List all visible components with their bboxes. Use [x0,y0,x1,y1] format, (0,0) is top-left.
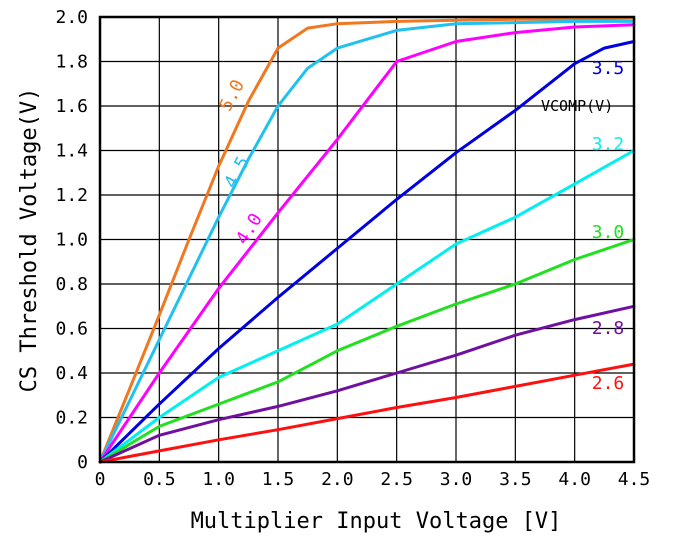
series-label-4.0: 4.0 [232,210,267,249]
y-tick-label: 1.2 [55,185,88,206]
x-tick-label: 0 [95,469,106,490]
x-tick-label: 4.0 [558,469,591,490]
y-tick-label: 0.8 [55,274,88,295]
y-tick-label: 1.6 [55,96,88,117]
x-tick-label: 1.5 [262,469,295,490]
x-tick-label: 3.5 [499,469,532,490]
legend-title: VCOMP(V) [541,97,613,115]
series-label-3.5: 3.5 [592,58,625,79]
x-tick-label: 2.5 [380,469,413,490]
series-line-2.8 [98,304,636,464]
y-tick-label: 1.4 [55,141,88,162]
x-tick-label: 3.0 [440,469,473,490]
y-tick-labels: 0 0.2 0.4 0.6 0.8 1.0 1.2 1.4 1.6 1.8 2.0 [55,7,88,473]
series-label-2.8: 2.8 [592,318,625,339]
series-line-3.5 [98,40,636,464]
x-tick-labels: 0 0.5 1.0 1.5 2.0 2.5 3.0 3.5 4.0 4.5 [95,469,651,490]
x-tick-label: 2.0 [321,469,354,490]
y-tick-label: 0.6 [55,319,88,340]
x-tick-label: 0.5 [143,469,176,490]
series-layer [98,16,636,464]
series-line-3.0 [98,238,636,464]
series-label-3.2: 3.2 [592,134,625,155]
series-label-3.0: 3.0 [592,222,625,243]
y-tick-label: 2.0 [55,7,88,28]
y-tick-label: 0 [77,452,88,473]
y-tick-label: 0.2 [55,408,88,429]
series-line-5.0 [98,16,636,464]
x-axis-title: Multiplier Input Voltage [V] [191,509,562,534]
series-line-4.5 [98,19,636,464]
y-tick-label: 0.4 [55,363,88,384]
plot-frame [98,15,636,464]
series-label-2.6: 2.6 [592,373,625,394]
series-line-3.2 [98,149,636,464]
y-tick-label: 1.0 [55,230,88,251]
series-line-4.0 [98,23,636,464]
y-axis-title: CS Threshold Voltage(V) [17,88,42,393]
x-tick-label: 4.5 [618,469,651,490]
series-line-2.6 [98,362,636,464]
grid [100,17,634,462]
x-tick-label: 1.0 [202,469,235,490]
y-tick-label: 1.8 [55,52,88,73]
